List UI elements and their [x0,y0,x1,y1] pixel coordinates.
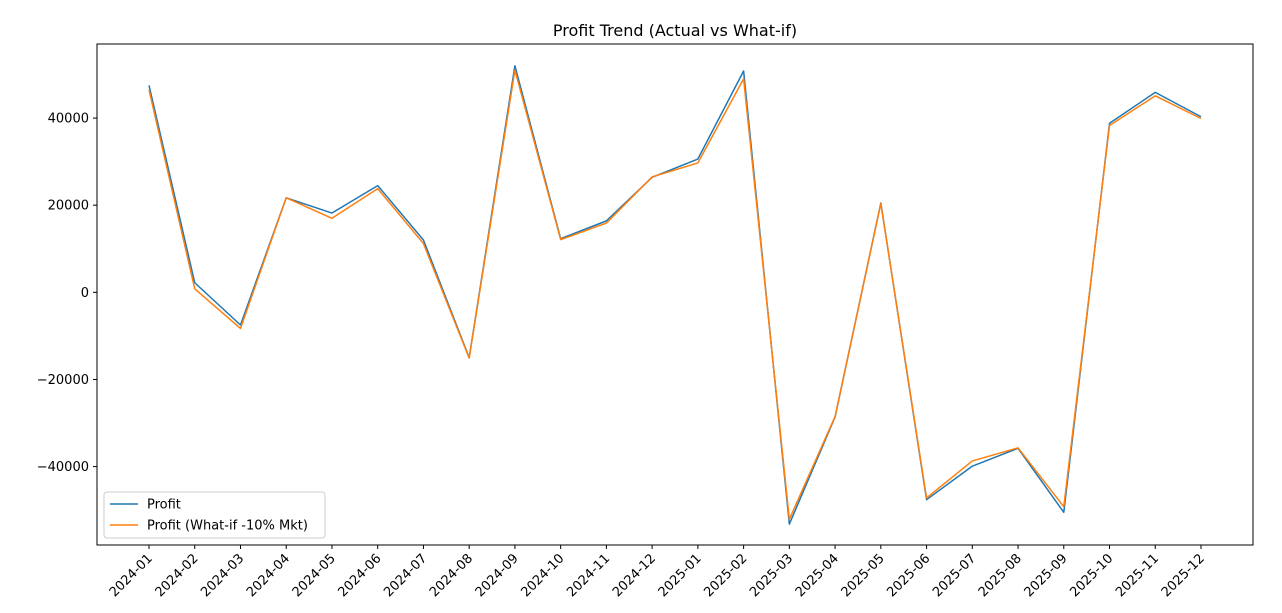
legend-label-1: Profit [147,498,181,513]
legend-label-2: Profit (What-if -10% Mkt) [147,519,308,534]
legend-box [103,491,326,539]
y-tick-label: −40000 [37,460,89,475]
legend: Profit Profit (What-if -10% Mkt) [103,491,326,539]
y-tick-label: 20000 [48,199,89,214]
y-tick-label: −20000 [37,373,89,388]
y-axis: −40000 −20000 0 20000 40000 [37,112,97,475]
y-tick-label: 40000 [48,112,89,127]
chart-title: Profit Trend (Actual vs What-if) [553,21,797,40]
series-line-1 [148,65,1202,525]
series-line-2 [148,69,1202,521]
y-tick-label: 0 [81,286,89,301]
plot-area-frame [96,43,1254,546]
plot-lines [148,65,1202,525]
